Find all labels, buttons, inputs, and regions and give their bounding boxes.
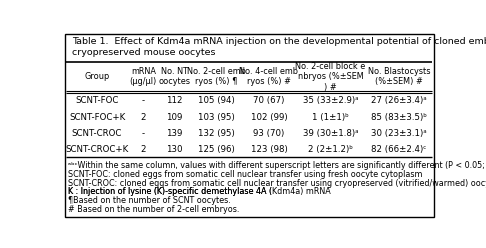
Text: SCNT-CROC+K: SCNT-CROC+K xyxy=(66,145,129,154)
Text: 132 (95): 132 (95) xyxy=(198,129,234,138)
Text: 85 (83±3.5)ᵇ: 85 (83±3.5)ᵇ xyxy=(371,113,427,122)
Text: ᵃᵇᶜWithin the same column, values with different superscript letters are signifi: ᵃᵇᶜWithin the same column, values with d… xyxy=(68,161,486,170)
Text: K : Injection of lysine (K)-specific demethylase 4A (Kdm4a) mRNA: K : Injection of lysine (K)-specific dem… xyxy=(68,187,330,196)
Text: 70 (67): 70 (67) xyxy=(253,96,285,105)
Text: 139: 139 xyxy=(166,129,182,138)
Text: 130: 130 xyxy=(166,145,182,154)
Text: 105 (94): 105 (94) xyxy=(198,96,234,105)
Text: No. 2-cell block e
nbryos (%±SEM
) #: No. 2-cell block e nbryos (%±SEM ) # xyxy=(295,62,366,92)
Text: 39 (30±1.8)ᵃ: 39 (30±1.8)ᵃ xyxy=(303,129,358,138)
Text: SCNT-FOC: cloned eggs from somatic cell nuclear transfer using fresh oocyte cyto: SCNT-FOC: cloned eggs from somatic cell … xyxy=(68,170,422,179)
Text: 82 (66±2.4)ᶜ: 82 (66±2.4)ᶜ xyxy=(371,145,427,154)
Text: 2 (2±1.2)ᵇ: 2 (2±1.2)ᵇ xyxy=(308,145,353,154)
Text: No. 4-cell emb
ryos (%) #: No. 4-cell emb ryos (%) # xyxy=(240,67,298,87)
Text: 27 (26±3.4)ᵃ: 27 (26±3.4)ᵃ xyxy=(371,96,427,105)
Text: Table 1.  Effect of Kdm4a mRNA injection on the developmental potential of clone: Table 1. Effect of Kdm4a mRNA injection … xyxy=(72,37,486,46)
Text: No. 2-cell emb
ryos (%) ¶: No. 2-cell emb ryos (%) ¶ xyxy=(187,67,245,87)
Text: -: - xyxy=(142,129,145,138)
Text: ¶Based on the number of SCNT oocytes.: ¶Based on the number of SCNT oocytes. xyxy=(68,196,230,205)
Text: SCNT-CROC: SCNT-CROC xyxy=(72,129,122,138)
Text: -: - xyxy=(142,96,145,105)
Text: K : Injection of lysine (K)-specific demethylase 4A (: K : Injection of lysine (K)-specific dem… xyxy=(68,187,272,196)
Text: 30 (23±3.1)ᵃ: 30 (23±3.1)ᵃ xyxy=(371,129,427,138)
Text: No. NT
oocytes: No. NT oocytes xyxy=(158,67,190,87)
Text: 2: 2 xyxy=(140,145,146,154)
Text: 102 (99): 102 (99) xyxy=(251,113,287,122)
Text: SCNT-FOC+K: SCNT-FOC+K xyxy=(69,113,125,122)
Text: 125 (96): 125 (96) xyxy=(198,145,234,154)
Text: SCNT-CROC: cloned eggs from somatic cell nuclear transfer using cryopreserved (v: SCNT-CROC: cloned eggs from somatic cell… xyxy=(68,179,486,187)
Text: 35 (33±2.9)ᵃ: 35 (33±2.9)ᵃ xyxy=(303,96,358,105)
Text: No. Blastocysts
(%±SEM) #: No. Blastocysts (%±SEM) # xyxy=(368,67,430,87)
Text: 112: 112 xyxy=(166,96,182,105)
Text: 109: 109 xyxy=(166,113,182,122)
Text: Group: Group xyxy=(85,72,110,81)
Text: 103 (95): 103 (95) xyxy=(198,113,234,122)
Text: 93 (70): 93 (70) xyxy=(253,129,284,138)
Text: 2: 2 xyxy=(140,113,146,122)
Text: # Based on the number of 2-cell embryos.: # Based on the number of 2-cell embryos. xyxy=(68,205,239,214)
Text: cryopreserved mouse oocytes: cryopreserved mouse oocytes xyxy=(72,48,216,57)
Text: SCNT-FOC: SCNT-FOC xyxy=(75,96,119,105)
Text: 123 (98): 123 (98) xyxy=(250,145,287,154)
Text: K : Injection of lysine (K)-specific demethylase 4A (Kdm4a) mRNA: K : Injection of lysine (K)-specific dem… xyxy=(68,187,330,196)
Text: mRNA
(μg/μl): mRNA (μg/μl) xyxy=(130,67,157,87)
Text: 1 (1±1)ᵇ: 1 (1±1)ᵇ xyxy=(312,113,349,122)
